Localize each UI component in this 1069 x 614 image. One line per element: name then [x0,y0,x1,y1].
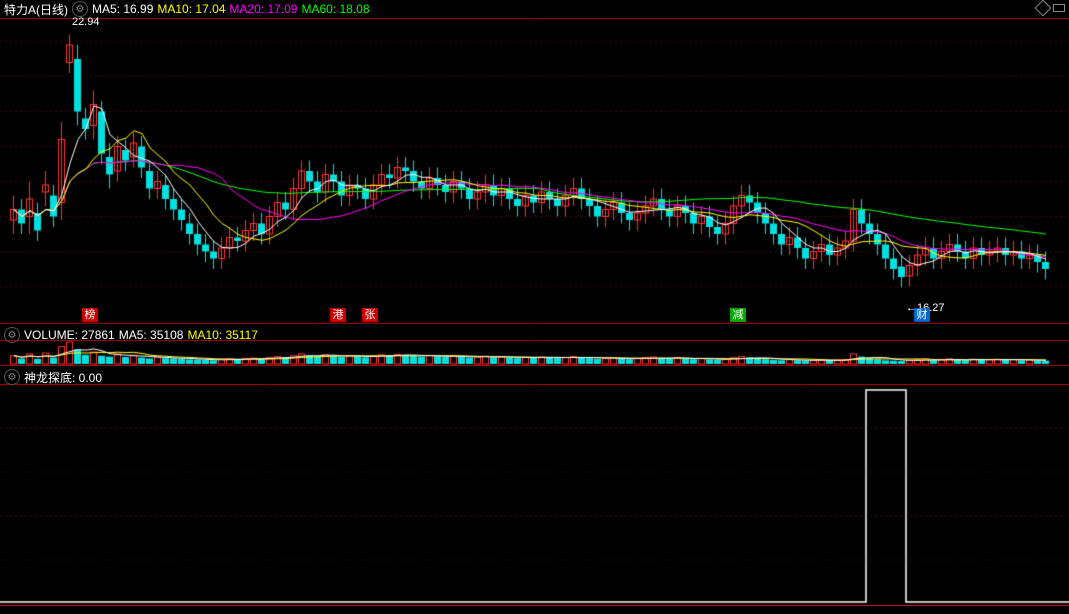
candlestick-chart[interactable] [0,18,1069,324]
vol-ma10-label: MA10: 35117 [187,328,258,342]
ma5-label: MA5: 16.99 [92,2,153,16]
indicator-header: ⚙ 神龙探底: 0.00 [0,368,1069,386]
main-header: 特力A(日线) ⚙ MA5: 16.99 MA10: 17.04 MA20: 1… [0,0,1069,18]
bottom-toolbar [0,605,1069,614]
ma10-label: MA10: 17.04 [157,2,225,16]
stock-name: 特力A(日线) [4,1,68,18]
gear-icon[interactable]: ⚙ [4,369,20,385]
indicator-label: 神龙探底: 0.00 [24,369,102,386]
event-tag[interactable]: 榜 [82,308,98,322]
event-tag[interactable]: 财 [914,308,930,322]
event-tag[interactable]: 港 [330,308,346,322]
volume-header: ⚙ VOLUME: 27861 MA5: 35108 MA10: 35117 [0,326,1069,344]
indicator-chart[interactable] [0,384,1069,606]
vol-ma5-label: MA5: 35108 [119,328,184,342]
chart-container: 特力A(日线) ⚙ MA5: 16.99 MA10: 17.04 MA20: 1… [0,0,1069,614]
volume-label: VOLUME: 27861 [24,328,115,342]
gear-icon[interactable]: ⚙ [4,327,20,343]
ma60-label: MA60: 18.08 [301,2,369,16]
square-icon[interactable] [1053,4,1065,12]
gear-icon[interactable]: ⚙ [72,1,88,17]
event-tag[interactable]: 张 [362,308,378,322]
ma20-label: MA20: 17.09 [229,2,297,16]
event-tag[interactable]: 减 [730,308,746,322]
